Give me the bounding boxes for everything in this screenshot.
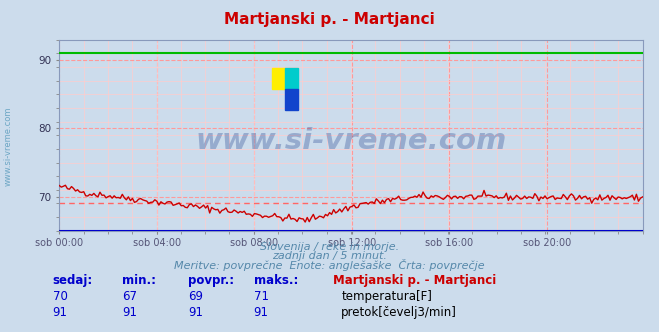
- Text: pretok[čevelj3/min]: pretok[čevelj3/min]: [341, 306, 457, 319]
- Bar: [272, 68, 285, 89]
- Text: temperatura[F]: temperatura[F]: [341, 290, 432, 303]
- Text: 67: 67: [122, 290, 137, 303]
- Text: Martjanski p. - Martjanci: Martjanski p. - Martjanci: [224, 12, 435, 27]
- Text: 71: 71: [254, 290, 269, 303]
- Text: 91: 91: [254, 306, 269, 319]
- Text: povpr.:: povpr.:: [188, 274, 234, 287]
- Text: Slovenija / reke in morje.: Slovenija / reke in morje.: [260, 242, 399, 252]
- Text: 70: 70: [53, 290, 68, 303]
- Bar: [285, 89, 298, 111]
- Text: zadnji dan / 5 minut.: zadnji dan / 5 minut.: [272, 251, 387, 261]
- Text: 91: 91: [53, 306, 68, 319]
- Text: 91: 91: [122, 306, 137, 319]
- Text: 91: 91: [188, 306, 203, 319]
- Text: Martjanski p. - Martjanci: Martjanski p. - Martjanci: [333, 274, 496, 287]
- Text: maks.:: maks.:: [254, 274, 298, 287]
- Text: www.si-vreme.com: www.si-vreme.com: [3, 106, 13, 186]
- Text: 69: 69: [188, 290, 203, 303]
- Bar: [285, 68, 298, 89]
- Text: min.:: min.:: [122, 274, 156, 287]
- Text: sedaj:: sedaj:: [53, 274, 93, 287]
- Text: www.si-vreme.com: www.si-vreme.com: [195, 127, 507, 155]
- Text: Meritve: povprečne  Enote: anglešaške  Črta: povprečje: Meritve: povprečne Enote: anglešaške Črt…: [174, 259, 485, 271]
